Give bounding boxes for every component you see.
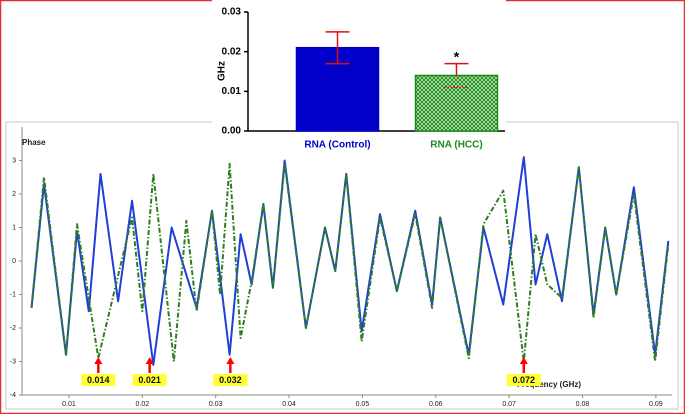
x-tick-label: 0.04 <box>282 401 296 408</box>
series-line <box>30 156 670 366</box>
y-tick-label: 0.00 <box>222 126 242 137</box>
y-tick-label: -2 <box>10 325 16 332</box>
x-tick-label: 0.03 <box>209 401 223 408</box>
marker-label-box <box>132 374 167 386</box>
x-tick-label: 0.02 <box>136 401 150 408</box>
marker-label-box <box>506 374 541 386</box>
y-tick-label: 1 <box>12 224 16 231</box>
y-axis-title: Phase <box>22 138 46 147</box>
x-tick-label: 0.01 <box>62 401 76 408</box>
marker-arrow-head <box>226 357 235 364</box>
y-tick-label: 0.03 <box>222 7 242 18</box>
series-line <box>30 162 670 363</box>
y-tick-label: 3 <box>12 157 16 164</box>
bar <box>414 74 499 132</box>
marker-label: 0.014 <box>87 375 110 385</box>
x-tick-label: 0.08 <box>576 401 590 408</box>
x-tick-label: RNA (HCC) <box>430 140 482 151</box>
x-tick-label: 0.09 <box>649 401 663 408</box>
marker-label-box <box>213 374 248 386</box>
x-axis-title: Frequency (GHz) <box>517 380 581 389</box>
marker-arrow-head <box>145 357 154 364</box>
x-tick-label: RNA (Control) <box>304 140 370 151</box>
bar-chart: 0.00 0.01 0.02 0.03 GHz RNA (Control) * RNA (HC… <box>212 0 506 158</box>
marker-label: 0.032 <box>219 375 242 385</box>
y-tick-label: 2 <box>12 191 16 198</box>
significance-mark: * <box>454 48 460 64</box>
y-axis-title: GHz <box>217 61 228 81</box>
marker-label-box <box>81 374 116 386</box>
marker-arrow-head <box>94 357 103 364</box>
y-tick-label: -3 <box>10 358 16 365</box>
y-tick-label: -1 <box>10 291 16 298</box>
y-tick-label: 0 <box>12 258 16 265</box>
y-tick-label: 0.02 <box>222 46 242 57</box>
marker-arrow-head <box>519 357 528 364</box>
x-tick-label: 0.05 <box>356 401 370 408</box>
x-tick-label: 0.07 <box>502 401 516 408</box>
y-tick-label: -4 <box>10 392 16 399</box>
x-tick-label: 0.06 <box>429 401 443 408</box>
marker-label: 0.021 <box>138 375 161 385</box>
panel <box>5 121 679 410</box>
line-chart: 3 2 1 0 -1 -2 -3 -4 0.01 0.02 0.03 0.04 0.05 0.06 0.07… <box>5 121 679 410</box>
marker-label: 0.072 <box>513 375 536 385</box>
y-tick-label: 0.01 <box>222 86 242 97</box>
